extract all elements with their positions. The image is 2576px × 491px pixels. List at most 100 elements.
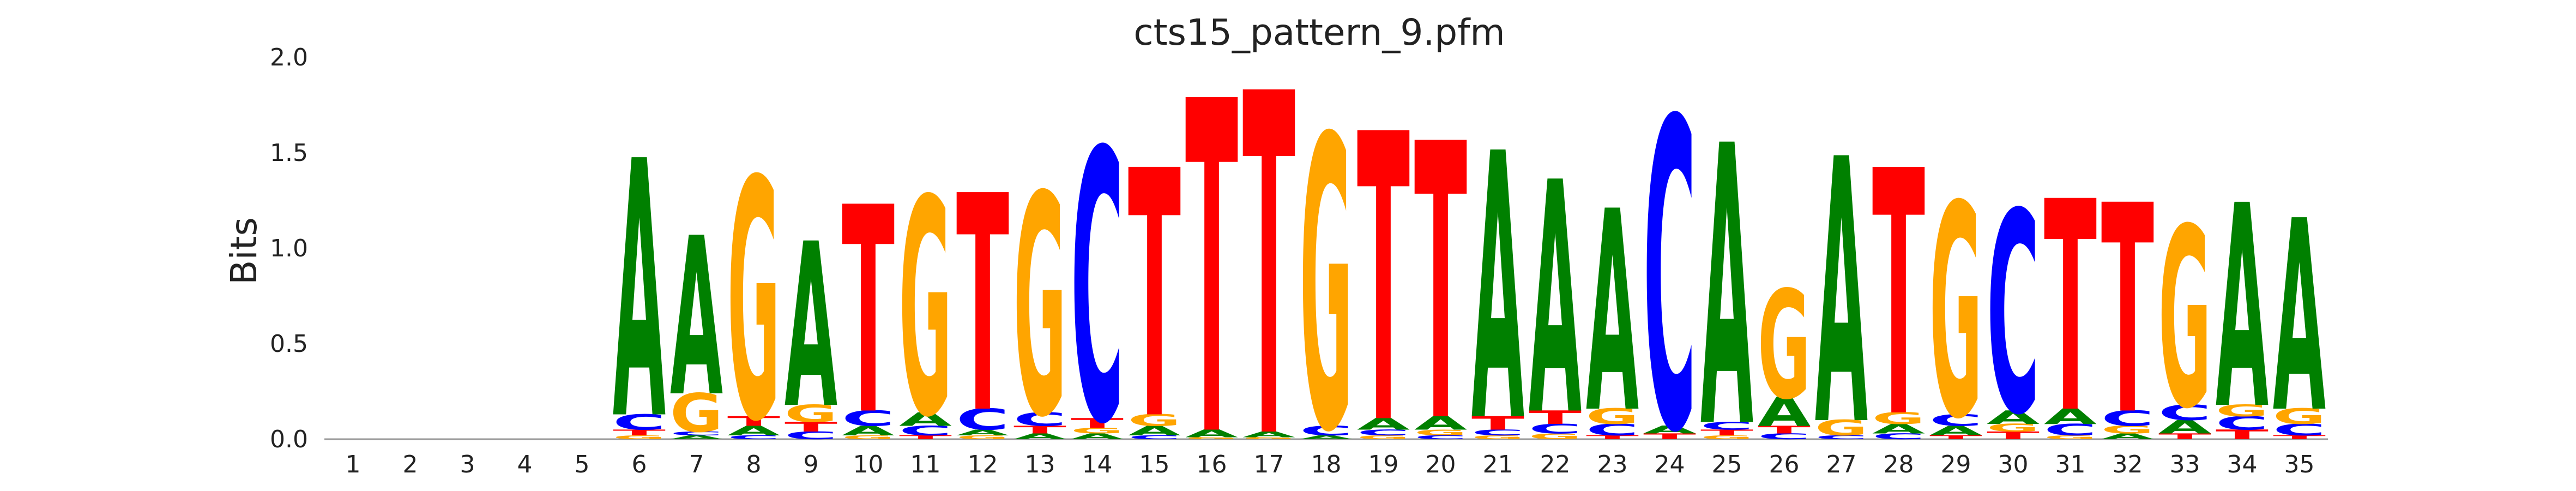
logo-letter-g: G bbox=[1872, 409, 1925, 428]
y-tick-label: 1.0 bbox=[270, 235, 308, 262]
logo-letter-a: A bbox=[1242, 430, 1295, 439]
logo-letter-g: G bbox=[2216, 402, 2269, 420]
logo-letter-a: A bbox=[1128, 423, 1181, 439]
logo-letter-g: G bbox=[2101, 423, 2154, 436]
logo-letter-c: C bbox=[1643, 32, 1696, 491]
logo-letter-a: A bbox=[1815, 83, 1868, 491]
logo-letter-c: C bbox=[727, 434, 780, 440]
logo-letter-t: T bbox=[1586, 434, 1639, 440]
logo-letter-c: C bbox=[785, 429, 837, 442]
logo-letter-g: G bbox=[956, 434, 1009, 440]
logo-letter-a: A bbox=[956, 428, 1009, 438]
logo-letter-c: C bbox=[1128, 434, 1181, 440]
logo-letter-t: T bbox=[2044, 141, 2097, 477]
logo-letter-a: A bbox=[2216, 146, 2269, 471]
logo-letter-a: A bbox=[2158, 416, 2211, 438]
logo-letter-c: C bbox=[2273, 421, 2326, 439]
logo-letter-c: C bbox=[842, 406, 895, 431]
logo-letter-a: A bbox=[1013, 432, 1066, 441]
x-tick-label: 17 bbox=[1254, 451, 1284, 478]
logo-letter-a: A bbox=[1185, 428, 1238, 440]
logo-letter-c: C bbox=[1586, 421, 1639, 439]
x-tick-label: 9 bbox=[804, 451, 819, 478]
logo-letter-a: A bbox=[1758, 390, 1811, 436]
x-tick-label: 31 bbox=[2055, 451, 2086, 478]
logo-letter-c: C bbox=[2101, 406, 2154, 431]
x-tick-label: 26 bbox=[1769, 451, 1800, 478]
logo-letter-g: G bbox=[1929, 145, 1982, 483]
logo-letter-g: G bbox=[1758, 260, 1811, 433]
logo-letter-c: C bbox=[1700, 420, 1753, 433]
logo-letter-a: A bbox=[1300, 434, 1353, 440]
logo-letter-g: G bbox=[1242, 436, 1295, 440]
logo-letter-t: T bbox=[956, 133, 1010, 479]
logo-letter-t: T bbox=[842, 147, 895, 478]
logo-letter-t: T bbox=[785, 420, 838, 435]
logo-letter-g: G bbox=[1700, 434, 1753, 440]
x-tick-label: 15 bbox=[1139, 451, 1170, 478]
y-tick-label: 1.5 bbox=[270, 139, 308, 167]
x-tick-label: 34 bbox=[2227, 451, 2258, 478]
logo-letter-a: A bbox=[842, 423, 895, 439]
logo-letter-c: C bbox=[1929, 411, 1982, 429]
logo-letter-a: A bbox=[1700, 65, 1754, 491]
logo-letter-g: G bbox=[1987, 422, 2040, 434]
logo-letter-c: C bbox=[899, 423, 952, 439]
x-tick-label: 8 bbox=[746, 451, 762, 478]
logo-letter-g: G bbox=[727, 112, 780, 491]
x-tick-label: 20 bbox=[1426, 451, 1456, 478]
x-tick-label: 12 bbox=[968, 451, 998, 478]
logo-letter-c: C bbox=[1815, 434, 1868, 440]
logo-letter-a: A bbox=[1987, 406, 2040, 428]
logo-letter-t: T bbox=[1185, 7, 1239, 491]
logo-letter-a: A bbox=[1643, 424, 1696, 436]
logo-letter-a: A bbox=[1872, 421, 1925, 436]
logo-letter-t: T bbox=[1700, 428, 1753, 437]
logo-letter-g: G bbox=[1128, 411, 1181, 430]
logo-letter-a: A bbox=[2044, 404, 2097, 429]
logo-letter-a: A bbox=[1414, 412, 1467, 434]
x-tick-label: 32 bbox=[2113, 451, 2143, 478]
logo-letter-g: G bbox=[1471, 434, 1524, 440]
y-tick-label: 0.0 bbox=[270, 426, 308, 453]
chart-title: cts15_pattern_9.pfm bbox=[1133, 11, 1505, 53]
x-tick-label: 21 bbox=[1483, 451, 1513, 478]
logo-letter-t: T bbox=[2216, 427, 2269, 442]
logo-letter-g: G bbox=[670, 382, 723, 444]
logo-letter-g: G bbox=[1013, 133, 1066, 484]
x-tick-label: 22 bbox=[1540, 451, 1571, 478]
logo-letter-a: A bbox=[1471, 76, 1525, 491]
logo-letter-g: G bbox=[1815, 416, 1868, 441]
logo-letter-a: A bbox=[1586, 153, 1639, 474]
logo-letter-g: G bbox=[1357, 434, 1410, 440]
logo-letter-c: C bbox=[1872, 432, 1925, 441]
logo-letter-g: G bbox=[1414, 428, 1467, 437]
logo-letter-a: A bbox=[2273, 165, 2326, 471]
x-tick-label: 35 bbox=[2284, 451, 2315, 478]
logo-letter-t: T bbox=[1529, 407, 1582, 428]
y-axis: 0.0 0.5 1.0 1.5 2.0 bbox=[270, 44, 308, 453]
logo-letter-t: T bbox=[727, 414, 781, 429]
logo-letter-g: G bbox=[1529, 432, 1582, 441]
logo-letter-t: T bbox=[2158, 432, 2211, 441]
logo-letter-t: T bbox=[1872, 100, 1926, 491]
x-tick-label: 30 bbox=[1998, 451, 2029, 478]
logo-letter-c: C bbox=[1071, 74, 1124, 491]
logo-letter-a: A bbox=[727, 423, 780, 439]
x-tick-label: 4 bbox=[517, 451, 533, 478]
logo-letter-t: T bbox=[1987, 429, 2040, 442]
logo-letter-g: G bbox=[842, 434, 895, 440]
logo-letter-a: A bbox=[670, 434, 723, 440]
logo-letter-a: A bbox=[670, 191, 723, 445]
logo-letter-g: G bbox=[2158, 176, 2211, 463]
logo-letter-g: G bbox=[1300, 54, 1353, 491]
logo-letter-c: C bbox=[1471, 428, 1524, 438]
logo-letter-t: T bbox=[899, 434, 952, 440]
logo-letter-t: T bbox=[1242, 0, 1296, 491]
logo-letter-c: C bbox=[2044, 421, 2097, 439]
x-tick-label: 27 bbox=[1826, 451, 1857, 478]
x-tick-label: 19 bbox=[1368, 451, 1399, 478]
x-tick-label: 33 bbox=[2170, 451, 2200, 478]
